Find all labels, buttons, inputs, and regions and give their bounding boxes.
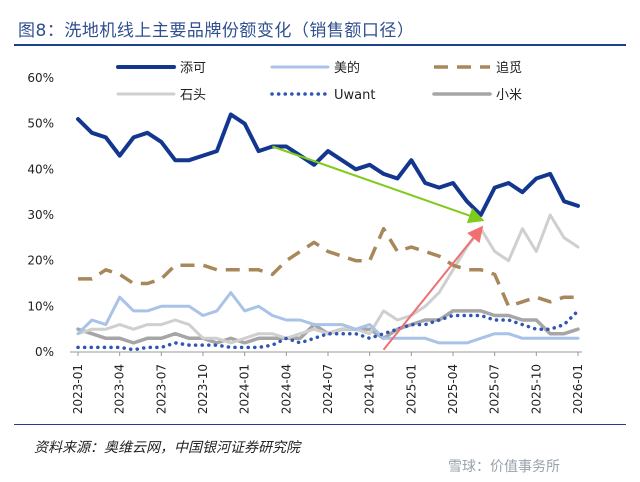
series-line-美的 bbox=[76, 291, 580, 345]
series-line-追觅 bbox=[78, 226, 578, 309]
legend-label: 美的 bbox=[334, 60, 360, 76]
figure-title: 图8：洗地机线上主要品牌份额变化（销售额口径） bbox=[18, 21, 415, 41]
legend-label: 小米 bbox=[496, 88, 522, 103]
legend-label: 添可 bbox=[180, 61, 206, 76]
x-tick-label: 2023-07 bbox=[154, 364, 168, 414]
y-tick-label: 40% bbox=[27, 162, 54, 176]
footer-divider bbox=[14, 424, 626, 425]
y-tick-label: 30% bbox=[27, 208, 54, 222]
trend-arrow bbox=[382, 225, 484, 351]
y-tick-label: 50% bbox=[27, 117, 54, 131]
y-tick-label: 20% bbox=[27, 254, 54, 268]
x-tick-label: 2023-10 bbox=[196, 364, 210, 414]
source-note: 资料来源：奥维云网，中国银河证券研究院 bbox=[34, 440, 300, 456]
x-tick-label: 2024-04 bbox=[279, 364, 293, 414]
y-tick-label: 10% bbox=[27, 299, 54, 313]
series-line-小米 bbox=[76, 309, 580, 345]
x-tick-label: 2025-04 bbox=[446, 364, 460, 414]
x-tick-label: 2025-10 bbox=[529, 364, 543, 414]
title-divider bbox=[14, 44, 626, 46]
x-tick-label: 2023-01 bbox=[71, 364, 85, 414]
watermark-text: 雪球：价值事务所 bbox=[448, 459, 560, 475]
legend-label: Uwant bbox=[334, 88, 375, 103]
x-tick-label: 2024-01 bbox=[238, 364, 252, 414]
x-tick-label: 2025-01 bbox=[404, 364, 418, 414]
legend-label: 追觅 bbox=[496, 60, 522, 76]
x-tick-label: 2023-04 bbox=[113, 364, 127, 414]
x-tick-label: 2024-07 bbox=[321, 364, 335, 414]
x-tick-label: 2025-07 bbox=[488, 364, 502, 414]
trend-arrow bbox=[272, 145, 485, 224]
legend-label: 石头 bbox=[180, 88, 206, 103]
x-tick-label: 2024-10 bbox=[363, 364, 377, 414]
series-line-添可 bbox=[76, 112, 580, 217]
series-line-石头 bbox=[76, 213, 580, 345]
y-tick-label: 0% bbox=[35, 345, 54, 359]
y-tick-label: 60% bbox=[27, 71, 54, 85]
x-tick-label: 2026-01 bbox=[571, 364, 585, 414]
